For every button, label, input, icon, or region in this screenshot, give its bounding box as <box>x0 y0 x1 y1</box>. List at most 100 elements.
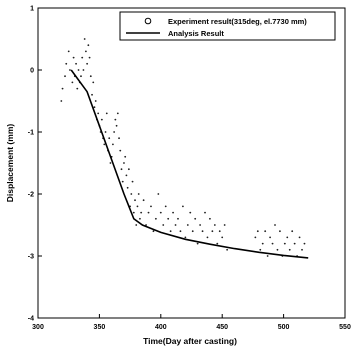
experiment-point <box>213 224 216 226</box>
experiment-point <box>61 87 64 90</box>
experiment-point <box>82 69 85 71</box>
experiment-point <box>75 62 77 65</box>
experiment-point <box>64 75 66 78</box>
experiment-point <box>142 199 145 202</box>
experiment-point <box>108 137 111 140</box>
experiment-point <box>120 168 123 171</box>
x-tick-label: 300 <box>32 324 44 331</box>
x-axis-title: Time(Day after casting) <box>143 336 237 346</box>
experiment-point <box>269 236 271 239</box>
experiment-point <box>136 205 139 208</box>
experiment-point <box>264 230 267 233</box>
experiment-point <box>91 93 93 96</box>
experiment-point <box>154 217 157 220</box>
experiment-point <box>134 199 136 202</box>
experiment-point <box>126 186 129 189</box>
experiment-point <box>89 75 92 78</box>
experiment-point <box>209 217 211 220</box>
experiment-point <box>177 217 179 220</box>
experiment-point <box>103 143 106 146</box>
experiment-point <box>86 62 89 65</box>
experiment-point <box>194 217 197 220</box>
experiment-point <box>147 211 150 214</box>
experiment-point <box>93 106 96 109</box>
experiment-point <box>125 174 128 177</box>
y-tick-label: -4 <box>28 316 34 323</box>
experiment-point <box>256 230 259 233</box>
experiment-point <box>196 242 199 245</box>
experiment-point <box>298 236 301 239</box>
experiment-point <box>132 211 135 214</box>
experiment-point <box>115 124 118 127</box>
experiment-point <box>92 81 95 84</box>
experiment-point <box>65 62 68 65</box>
experiment-point <box>130 193 133 195</box>
experiment-point <box>87 44 90 47</box>
y-tick-label: -1 <box>28 130 34 137</box>
experiment-point <box>288 248 291 251</box>
x-tick-label: 400 <box>155 324 167 331</box>
legend-experiment-label: Experiment result(315deg, el.7730 mm) <box>168 17 307 26</box>
experiment-point <box>137 193 140 195</box>
legend-box <box>119 11 336 41</box>
experiment-point <box>77 69 80 71</box>
experiment-point <box>118 137 120 140</box>
experiment-point <box>201 230 204 233</box>
experiment-point <box>274 224 276 226</box>
experiment-point <box>100 118 103 121</box>
experiment-point <box>167 217 170 220</box>
y-tick-label: -3 <box>28 254 34 261</box>
y-tick-label: 1 <box>30 6 34 13</box>
experiment-point <box>94 100 97 102</box>
experiment-point <box>81 56 84 59</box>
experiment-point <box>303 242 306 245</box>
experiment-point <box>162 224 165 226</box>
experiment-point <box>131 180 134 183</box>
experiment-point <box>184 236 187 239</box>
experiment-point <box>216 242 219 245</box>
experiment-point <box>88 56 91 59</box>
experiment-point <box>76 87 79 90</box>
experiment-point <box>174 224 177 226</box>
experiment-point <box>116 112 119 115</box>
experiment-point <box>69 69 71 71</box>
experiment-point <box>119 149 122 152</box>
experiment-point <box>140 211 143 214</box>
x-tick-label: 550 <box>339 324 351 331</box>
experiment-point <box>84 50 87 53</box>
experiment-point <box>218 230 221 233</box>
experiment-point <box>223 224 226 226</box>
experiment-point <box>105 112 108 115</box>
experiment-point <box>172 211 174 214</box>
experiment-point <box>164 205 167 208</box>
legend-circle-marker <box>144 17 152 25</box>
legend: Experiment result(315deg, el.7730 mm) An… <box>119 11 336 41</box>
experiment-point <box>152 230 155 233</box>
x-tick-label: 350 <box>94 324 106 331</box>
experiment-point <box>67 50 70 53</box>
experiment-point <box>97 112 100 115</box>
experiment-point <box>123 162 125 164</box>
experiment-point <box>271 242 274 245</box>
experiment-point <box>204 211 206 214</box>
experiment-point <box>104 131 107 133</box>
experiment-point <box>135 224 138 226</box>
experiment-point <box>293 242 296 245</box>
experiment-point <box>72 56 75 59</box>
experiment-point <box>112 143 114 146</box>
experiment-point <box>259 248 262 251</box>
experiment-point <box>83 38 86 40</box>
experiment-point <box>182 205 184 208</box>
plot-frame <box>37 7 346 319</box>
experiment-point <box>211 230 214 233</box>
experiment-point <box>121 180 124 183</box>
experiment-point <box>226 248 229 251</box>
experiment-point <box>139 217 141 220</box>
experiment-point <box>261 242 264 245</box>
experiment-point <box>283 242 286 245</box>
experiment-point <box>291 230 294 233</box>
experiment-point <box>279 230 281 233</box>
experiment-point <box>179 230 182 233</box>
experiment-point <box>109 162 112 164</box>
